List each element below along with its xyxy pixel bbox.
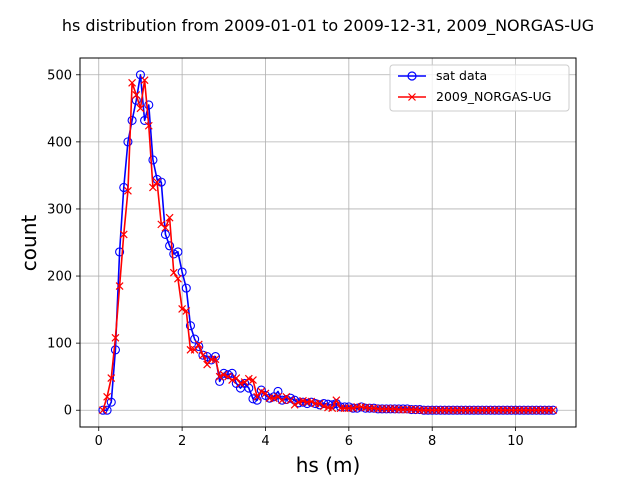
x-tick-label: 10 xyxy=(507,434,524,449)
data-point xyxy=(132,90,141,99)
data-point xyxy=(215,372,224,381)
series-0 xyxy=(98,70,558,415)
data-point xyxy=(165,241,175,251)
data-point xyxy=(149,183,157,192)
legend-label-sat-data: sat data xyxy=(436,68,487,83)
data-point xyxy=(290,400,299,409)
data-point xyxy=(273,386,283,396)
data-point xyxy=(328,404,337,413)
y-axis-label: count xyxy=(17,215,41,272)
legend-box xyxy=(389,64,570,112)
legend-marker-model xyxy=(408,93,416,101)
data-point xyxy=(177,267,187,277)
data-point xyxy=(144,121,153,130)
data-point xyxy=(219,370,228,379)
data-point xyxy=(211,355,220,364)
data-point xyxy=(332,396,341,405)
chart-title: hs distribution from 2009-01-01 to 2009-… xyxy=(62,16,594,36)
data-point xyxy=(107,374,116,382)
data-point xyxy=(307,397,316,406)
data-point xyxy=(549,406,558,415)
data-point xyxy=(185,321,196,331)
y-tick-label: 100 xyxy=(47,337,72,352)
data-point xyxy=(103,392,112,401)
data-point xyxy=(144,100,154,110)
x-tick-label: 6 xyxy=(345,434,353,449)
plot-frame xyxy=(79,57,577,428)
x-tick-label: 2 xyxy=(178,434,186,449)
data-point xyxy=(244,383,254,393)
data-point xyxy=(99,406,107,415)
data-point xyxy=(148,155,158,165)
series-1 xyxy=(99,76,558,415)
data-point xyxy=(199,351,207,360)
data-point xyxy=(153,178,162,187)
data-point xyxy=(194,340,203,349)
data-point xyxy=(128,78,137,87)
x-axis: 0 2 4 6 8 10 xyxy=(95,427,524,449)
data-point xyxy=(124,186,132,195)
x-axis-label: hs (m) xyxy=(296,453,361,477)
data-point xyxy=(115,247,125,257)
data-point xyxy=(182,307,191,315)
data-point xyxy=(106,397,116,407)
y-tick-label: 300 xyxy=(47,202,72,217)
data-point xyxy=(228,376,237,384)
data-point xyxy=(98,405,108,415)
data-point xyxy=(173,247,183,257)
data-point xyxy=(135,70,145,80)
legend: sat data 2009_NORGAS-UG xyxy=(389,64,570,112)
data-point xyxy=(249,376,257,384)
data-point xyxy=(253,392,262,401)
legend-label-model: 2009_NORGAS-UG xyxy=(436,89,551,104)
grid xyxy=(80,58,576,427)
data-point xyxy=(136,104,145,113)
data-point xyxy=(161,223,170,232)
data-point xyxy=(203,360,212,369)
data-point xyxy=(181,283,191,293)
x-tick-label: 8 xyxy=(428,434,436,449)
data-point xyxy=(194,341,204,352)
data-point xyxy=(277,395,287,405)
data-point xyxy=(190,334,200,344)
data-point xyxy=(123,137,133,147)
y-tick-label: 0 xyxy=(64,404,72,419)
data-point xyxy=(169,268,178,277)
data-point xyxy=(169,249,179,259)
data-point xyxy=(110,345,120,355)
x-tick-label: 0 xyxy=(95,434,103,449)
data-point xyxy=(174,274,182,283)
data-point xyxy=(127,115,137,125)
data-point xyxy=(257,387,266,396)
y-tick-label: 500 xyxy=(47,68,72,83)
data-point xyxy=(165,213,174,222)
y-axis: 0 100 200 300 400 500 xyxy=(47,68,80,419)
data-point xyxy=(140,76,149,85)
data-point xyxy=(198,350,208,360)
data-point xyxy=(315,399,324,408)
legend-marker-sat-data xyxy=(407,71,417,81)
y-tick-label: 400 xyxy=(47,135,72,150)
data-point xyxy=(248,394,258,404)
series-layer xyxy=(98,70,558,415)
data-point xyxy=(285,393,296,403)
data-point xyxy=(232,374,241,382)
series-line-1 xyxy=(102,79,554,412)
data-point xyxy=(227,368,237,378)
y-tick-label: 200 xyxy=(47,270,72,285)
x-tick-label: 4 xyxy=(261,434,269,449)
data-point xyxy=(160,229,170,239)
data-point xyxy=(190,345,199,354)
data-point xyxy=(111,333,120,342)
data-point xyxy=(115,282,124,291)
data-point xyxy=(178,304,187,313)
data-point xyxy=(119,230,128,239)
